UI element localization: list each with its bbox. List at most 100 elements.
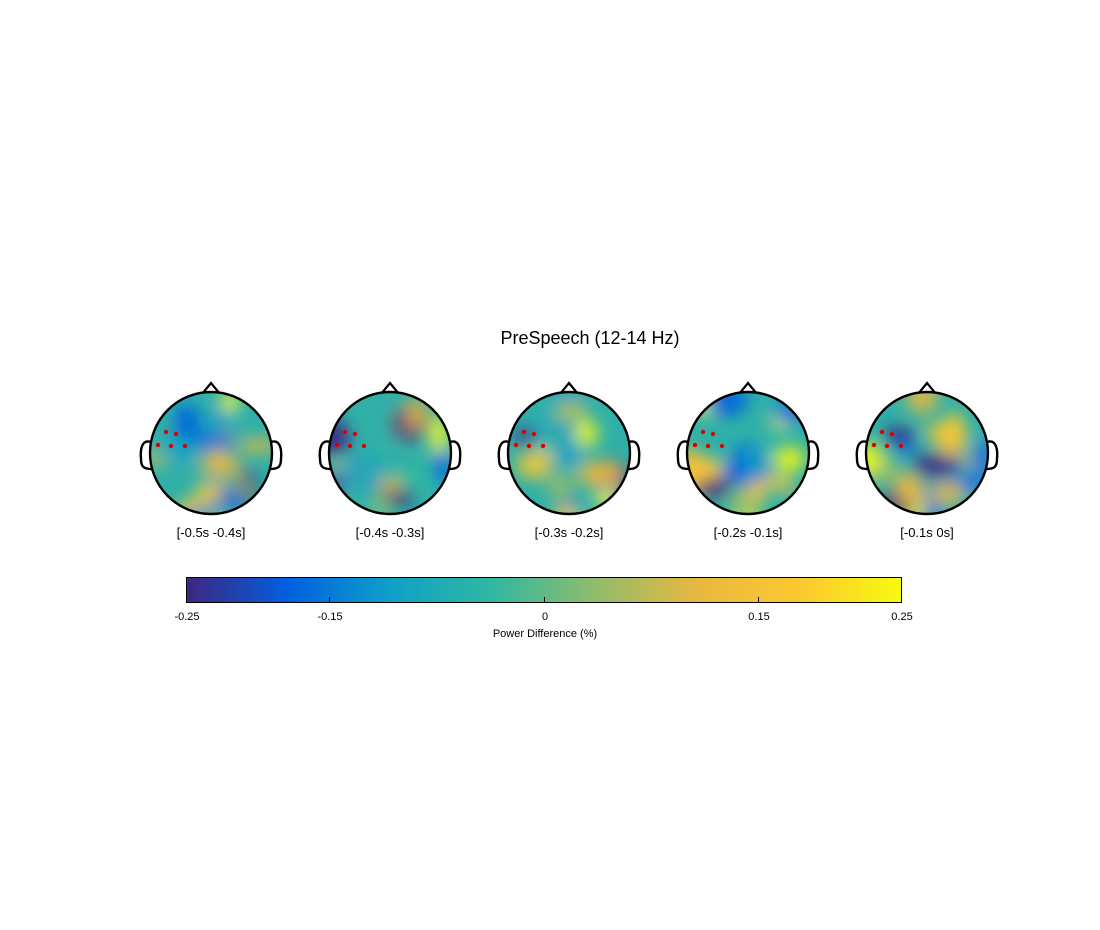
- colorbar-tick: [901, 597, 902, 603]
- scalp-map-blob: [337, 455, 383, 494]
- topoplot-panel: [-0.2s -0.1s]: [673, 375, 823, 550]
- topoplot-head: [676, 381, 820, 516]
- colorbar-tick-label: 0: [541, 611, 549, 623]
- highlighted-channel-marker: [173, 431, 179, 437]
- highlighted-channel-marker: [513, 442, 519, 448]
- left-ear-outline: [318, 440, 332, 471]
- scalp-map-blob: [197, 459, 245, 474]
- head-outline: [685, 390, 811, 516]
- highlighted-channel-marker: [347, 443, 353, 449]
- scalp-map-blob: [329, 428, 352, 456]
- highlighted-channel-marker: [334, 442, 340, 448]
- colorbar-axis-label: Power Difference (%): [492, 628, 598, 640]
- scalp-map-blob: [776, 484, 801, 499]
- scalp-map-blob: [973, 439, 988, 477]
- nose-outline: [380, 381, 400, 395]
- highlighted-channel-marker: [898, 443, 904, 449]
- scalp-map-blob: [529, 414, 573, 452]
- time-window-label: [-0.5s -0.4s]: [176, 525, 246, 540]
- figure-title: PreSpeech (12-14 Hz): [500, 328, 680, 348]
- highlighted-channel-marker: [540, 443, 546, 449]
- left-ear-outline: [855, 440, 869, 471]
- topoplot-panel: [-0.4s -0.3s]: [315, 375, 465, 550]
- scalp-map-blob: [866, 442, 884, 476]
- topoplot-panel: [-0.3s -0.2s]: [494, 375, 644, 550]
- highlighted-channel-marker: [182, 443, 188, 449]
- head-outline: [864, 390, 990, 516]
- highlighted-channel-marker: [361, 443, 367, 449]
- highlighted-channel-marker: [705, 443, 711, 449]
- highlighted-channel-marker: [889, 431, 895, 437]
- scalp-map-blob: [933, 420, 969, 457]
- scalp-map-blob: [195, 481, 224, 504]
- scalp-map-blob: [905, 392, 939, 415]
- highlighted-channel-marker: [710, 431, 716, 437]
- nose-outline: [201, 381, 221, 395]
- scalp-map-blob: [772, 445, 806, 473]
- time-window-label: [-0.1s 0s]: [900, 525, 954, 540]
- colorbar-tick-label: -0.25: [174, 611, 200, 623]
- scalp-map-blob: [552, 505, 582, 514]
- topoplot-head: [318, 381, 462, 516]
- scalp-map-blob: [428, 415, 450, 453]
- scalp-map-blob: [747, 480, 767, 502]
- highlighted-channel-marker: [352, 431, 358, 437]
- right-ear-outline: [806, 440, 820, 471]
- highlighted-channel-marker: [168, 443, 174, 449]
- highlighted-channel-marker: [879, 429, 885, 435]
- highlighted-channel-marker: [521, 429, 527, 435]
- scalp-map-blob: [372, 497, 395, 514]
- colorbar-tick: [186, 597, 187, 603]
- highlighted-channel-marker: [531, 431, 537, 437]
- time-window-label: [-0.2s -0.1s]: [713, 525, 783, 540]
- highlighted-channel-marker: [700, 429, 706, 435]
- colorbar-tick-label: 0.15: [748, 611, 770, 623]
- right-ear-outline: [269, 440, 283, 471]
- scalp-map-blob: [574, 419, 599, 448]
- scalp-map-blob: [742, 443, 768, 478]
- time-window-label: [-0.4s -0.3s]: [355, 525, 425, 540]
- nose-outline: [917, 381, 937, 395]
- scalp-map-blob: [515, 425, 535, 447]
- scalp-map-blob: [150, 449, 171, 469]
- scalp-map-blob: [204, 406, 234, 434]
- scalp-map-blob: [515, 450, 553, 480]
- left-ear-outline: [139, 440, 153, 471]
- scalp-map-blob: [577, 460, 624, 487]
- highlighted-channel-marker: [342, 429, 348, 435]
- topoplot-panel: [-0.5s -0.4s]: [136, 375, 286, 550]
- topoplot-panel: [-0.1s 0s]: [852, 375, 1002, 550]
- head-outline: [506, 390, 632, 516]
- topoplot-head: [855, 381, 999, 516]
- left-ear-outline: [497, 440, 511, 471]
- scalp-map-blob: [881, 427, 916, 444]
- colorbar-tick-label: 0.25: [891, 611, 913, 623]
- highlighted-channel-marker: [884, 443, 890, 449]
- scalp-map-blob: [894, 473, 924, 507]
- time-window-label: [-0.3s -0.2s]: [534, 525, 604, 540]
- right-ear-outline: [627, 440, 641, 471]
- colorbar-tick: [329, 597, 330, 603]
- highlighted-channel-marker: [163, 429, 169, 435]
- highlighted-channel-marker: [871, 442, 877, 448]
- scalp-map-blob: [930, 480, 965, 507]
- scalp-map-blob: [546, 471, 575, 503]
- nose-outline: [738, 381, 758, 395]
- highlighted-channel-marker: [692, 442, 698, 448]
- colorbar-tick-label: -0.15: [317, 611, 343, 623]
- colorbar-tick: [544, 597, 545, 603]
- left-ear-outline: [676, 440, 690, 471]
- scalp-map-blob: [237, 438, 272, 453]
- head-outline: [327, 390, 453, 516]
- topoplot-head: [497, 381, 641, 516]
- right-ear-outline: [448, 440, 462, 471]
- colorbar-tick: [758, 597, 759, 603]
- scalp-map-blob: [191, 432, 235, 451]
- nose-outline: [559, 381, 579, 395]
- scalp-map-blob: [912, 452, 960, 479]
- highlighted-channel-marker: [155, 442, 161, 448]
- highlighted-channel-marker: [526, 443, 532, 449]
- right-ear-outline: [985, 440, 999, 471]
- scalp-map-blob: [397, 462, 421, 493]
- head-outline: [148, 390, 274, 516]
